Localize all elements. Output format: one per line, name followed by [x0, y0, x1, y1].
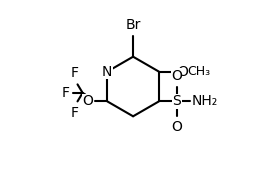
Text: F: F: [71, 66, 79, 80]
Text: N: N: [102, 65, 112, 79]
Text: F: F: [71, 106, 79, 120]
Text: O: O: [171, 69, 182, 83]
Text: CH₃: CH₃: [188, 65, 210, 78]
Text: O: O: [82, 94, 93, 108]
Text: O: O: [177, 65, 188, 79]
Text: NH₂: NH₂: [192, 94, 218, 108]
Text: F: F: [62, 86, 70, 100]
Text: Br: Br: [125, 18, 141, 32]
Text: S: S: [172, 94, 181, 108]
Text: O: O: [171, 120, 182, 134]
